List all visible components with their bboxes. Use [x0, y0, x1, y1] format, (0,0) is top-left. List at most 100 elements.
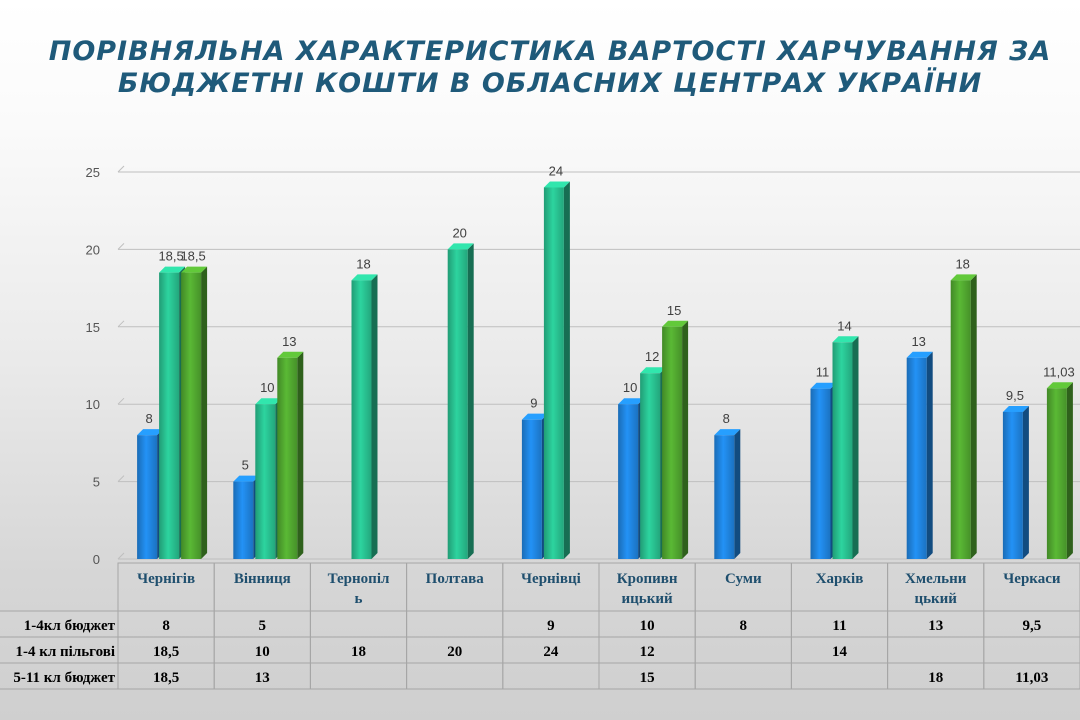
- table-cell-value: 13: [928, 618, 943, 634]
- bar-side: [734, 429, 741, 559]
- category-label: Чернівці: [521, 571, 581, 587]
- bar-side: [467, 243, 474, 559]
- bar-top: [810, 382, 837, 389]
- category-label: ь: [355, 591, 363, 607]
- gridline-depth: [117, 320, 125, 328]
- bar-value-label: 10: [260, 380, 274, 395]
- bar: [447, 249, 468, 559]
- bar-top: [1046, 382, 1073, 389]
- bar-top: [832, 336, 859, 343]
- bar-value-label: 13: [282, 334, 296, 349]
- bar-top: [950, 274, 977, 281]
- category-label: Хмельни: [905, 571, 967, 587]
- bar-top: [521, 413, 548, 420]
- table-cell-value: 8: [162, 618, 170, 634]
- bar-top: [1002, 405, 1029, 412]
- bar: [832, 342, 853, 559]
- table-cell-value: 24: [543, 644, 559, 660]
- table-cell-value: 11,03: [1015, 670, 1048, 686]
- bar-side: [201, 266, 208, 559]
- bar-value-label: 9: [530, 396, 537, 411]
- category-label: Кропивн: [617, 571, 678, 587]
- bar-side: [682, 320, 689, 559]
- bar: [351, 280, 372, 559]
- bar: [662, 326, 683, 559]
- category-label: цький: [914, 591, 957, 607]
- bar-value-label: 18: [356, 256, 370, 271]
- category-label: Черкаси: [1003, 571, 1061, 587]
- bar-side: [852, 336, 859, 559]
- table-cell-value: 18: [928, 670, 943, 686]
- bar-top: [662, 320, 689, 327]
- category-label: Полтава: [426, 571, 485, 587]
- category-label: Суми: [725, 571, 762, 587]
- y-tick-label: 10: [86, 397, 100, 412]
- gridline-depth: [117, 165, 125, 173]
- bar-top: [351, 274, 378, 281]
- bar-side: [1066, 382, 1073, 559]
- table-row-label: 5-11 кл бюджет: [13, 670, 115, 686]
- y-tick-label: 25: [86, 165, 100, 180]
- bar-top: [618, 398, 645, 405]
- bar-top: [233, 475, 260, 482]
- bar-top: [159, 266, 186, 273]
- bar: [277, 357, 298, 559]
- y-tick-label: 20: [86, 242, 100, 257]
- bar-top: [640, 367, 667, 374]
- bar: [137, 435, 158, 559]
- table-cell-value: 9,5: [1023, 618, 1042, 634]
- category-label: ицький: [622, 591, 674, 607]
- bar: [1002, 411, 1023, 559]
- bar-top: [906, 351, 933, 358]
- bar-top: [137, 429, 164, 436]
- bar-value-label: 9,5: [1006, 388, 1024, 403]
- gridline-depth: [117, 475, 125, 482]
- title-line-1: ПОРІВНЯЛЬНА ХАРАКТЕРИСТИКА ВАРТОСТІ ХАРЧ…: [48, 36, 1052, 67]
- table-cell-value: 18,5: [153, 670, 179, 686]
- gridline-depth: [117, 243, 125, 250]
- table-cell-value: 14: [832, 644, 848, 660]
- bar-value-label: 8: [723, 411, 730, 426]
- table-cell-value: 12: [640, 644, 655, 660]
- bar-top: [447, 243, 474, 250]
- gridline-depth: [117, 552, 125, 560]
- bar: [714, 435, 735, 559]
- table-cell-value: 8: [740, 618, 748, 634]
- bar-value-label: 18,5: [180, 249, 205, 264]
- bar-value-label: 8: [145, 411, 152, 426]
- bar: [543, 187, 564, 560]
- category-label: Харків: [816, 571, 864, 587]
- bar: [640, 373, 661, 559]
- bar-top: [255, 398, 282, 405]
- y-tick-label: 5: [93, 475, 100, 490]
- category-label: Тернопіл: [328, 571, 390, 587]
- bar-value-label: 12: [645, 349, 659, 364]
- bar-value-label: 20: [452, 225, 466, 240]
- bar-top: [277, 351, 304, 358]
- bar: [618, 404, 639, 559]
- bar: [521, 419, 542, 559]
- bar-value-label: 13: [911, 334, 925, 349]
- bar: [810, 388, 831, 559]
- category-label: Вінниця: [234, 571, 291, 587]
- table-cell-value: 10: [255, 644, 270, 660]
- table-cell-value: 13: [255, 670, 270, 686]
- table-cell-value: 20: [447, 644, 462, 660]
- bar: [159, 272, 180, 559]
- table-row-label: 1-4кл бюджет: [24, 618, 116, 634]
- y-tick-label: 0: [93, 552, 100, 567]
- title-line-2: БЮДЖЕТНІ КОШТИ В ОБЛАСНИХ ЦЕНТРАХ УКРАЇН…: [117, 68, 983, 99]
- table-cell-value: 11: [832, 618, 846, 634]
- table-cell-value: 18,5: [153, 644, 179, 660]
- bar: [950, 280, 971, 559]
- bar-value-label: 14: [837, 318, 851, 333]
- bar-side: [563, 181, 570, 560]
- table-cell-value: 5: [259, 618, 267, 634]
- gridline-depth: [117, 397, 125, 405]
- bar-side: [297, 351, 304, 559]
- bar-top: [543, 181, 570, 188]
- category-label: Чернігів: [137, 571, 195, 587]
- chart-title: ПОРІВНЯЛЬНА ХАРАКТЕРИСТИКА ВАРТОСТІ ХАРЧ…: [40, 36, 1060, 100]
- bar-value-label: 24: [549, 163, 563, 178]
